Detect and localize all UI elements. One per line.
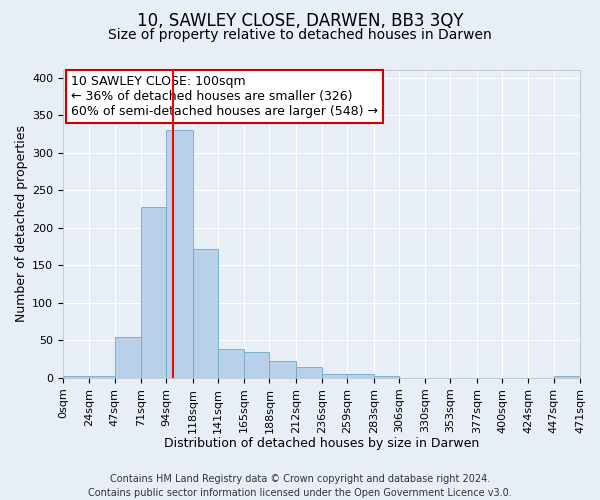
- Bar: [218, 348, 244, 378]
- Bar: [554, 376, 580, 378]
- Y-axis label: Number of detached properties: Number of detached properties: [15, 126, 28, 322]
- Text: 10 SAWLEY CLOSE: 100sqm
← 36% of detached houses are smaller (326)
60% of semi-d: 10 SAWLEY CLOSE: 100sqm ← 36% of detache…: [71, 74, 378, 118]
- Bar: [296, 368, 322, 378]
- Bar: [269, 360, 296, 378]
- Bar: [374, 376, 399, 378]
- X-axis label: Distribution of detached houses by size in Darwen: Distribution of detached houses by size …: [164, 437, 479, 450]
- Bar: [347, 374, 374, 378]
- Bar: [141, 206, 166, 378]
- Text: Contains HM Land Registry data © Crown copyright and database right 2024.
Contai: Contains HM Land Registry data © Crown c…: [88, 474, 512, 498]
- Bar: [89, 376, 115, 378]
- Bar: [115, 336, 141, 378]
- Bar: [322, 374, 347, 378]
- Text: 10, SAWLEY CLOSE, DARWEN, BB3 3QY: 10, SAWLEY CLOSE, DARWEN, BB3 3QY: [137, 12, 463, 30]
- Bar: [193, 249, 218, 378]
- Bar: [244, 352, 269, 378]
- Bar: [63, 376, 89, 378]
- Text: Size of property relative to detached houses in Darwen: Size of property relative to detached ho…: [108, 28, 492, 42]
- Bar: [166, 130, 193, 378]
